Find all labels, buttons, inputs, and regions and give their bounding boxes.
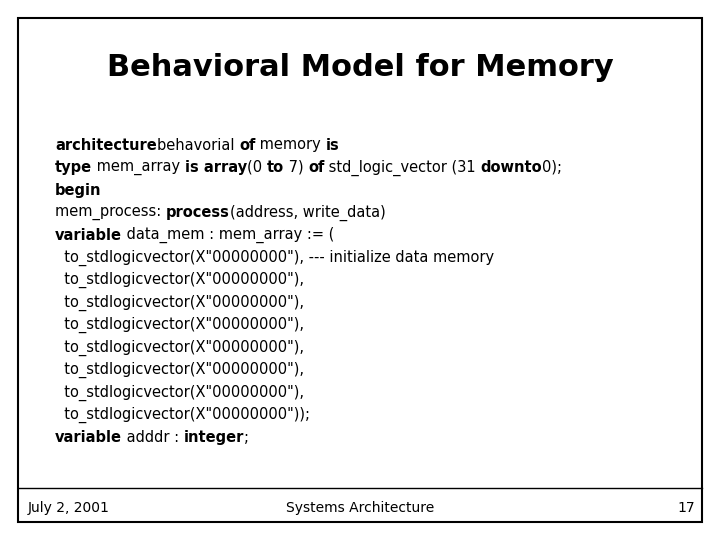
Text: Systems Architecture: Systems Architecture xyxy=(286,501,434,515)
Text: downto: downto xyxy=(481,160,542,175)
Text: to_stdlogicvector(X"00000000"),: to_stdlogicvector(X"00000000"), xyxy=(55,272,304,288)
Text: to_stdlogicvector(X"00000000"),: to_stdlogicvector(X"00000000"), xyxy=(55,362,304,378)
Text: data_mem : mem_array := (: data_mem : mem_array := ( xyxy=(122,227,334,243)
Text: 7): 7) xyxy=(284,160,308,175)
Text: 0);: 0); xyxy=(542,160,562,175)
Text: is: is xyxy=(325,138,339,152)
Text: to_stdlogicvector(X"00000000"),: to_stdlogicvector(X"00000000"), xyxy=(55,294,304,310)
Text: 17: 17 xyxy=(678,501,695,515)
Text: architecture: architecture xyxy=(55,138,157,152)
Text: (address, write_data): (address, write_data) xyxy=(230,205,385,221)
Text: to: to xyxy=(266,160,284,175)
Text: ;: ; xyxy=(244,430,249,445)
Text: to_stdlogicvector(X"00000000"),: to_stdlogicvector(X"00000000"), xyxy=(55,317,304,333)
Text: adddr :: adddr : xyxy=(122,430,184,445)
Text: variable: variable xyxy=(55,227,122,242)
Text: behavorial: behavorial xyxy=(157,138,239,152)
Text: std_logic_vector (31: std_logic_vector (31 xyxy=(325,159,481,176)
Text: mem_process:: mem_process: xyxy=(55,205,166,220)
Text: (0: (0 xyxy=(247,160,266,175)
Text: to_stdlogicvector(X"00000000"), --- initialize data memory: to_stdlogicvector(X"00000000"), --- init… xyxy=(55,249,494,266)
Text: type: type xyxy=(55,160,92,175)
Text: integer: integer xyxy=(184,430,244,445)
Text: is array: is array xyxy=(185,160,247,175)
Text: July 2, 2001: July 2, 2001 xyxy=(28,501,110,515)
Text: to_stdlogicvector(X"00000000"),: to_stdlogicvector(X"00000000"), xyxy=(55,340,304,356)
Text: memory: memory xyxy=(256,138,325,152)
Text: to_stdlogicvector(X"00000000"),: to_stdlogicvector(X"00000000"), xyxy=(55,384,304,401)
Text: to_stdlogicvector(X"00000000"));: to_stdlogicvector(X"00000000")); xyxy=(55,407,310,423)
Text: mem_array: mem_array xyxy=(92,160,185,175)
Text: variable: variable xyxy=(55,430,122,445)
Text: of: of xyxy=(239,138,256,152)
Text: of: of xyxy=(308,160,325,175)
Text: Behavioral Model for Memory: Behavioral Model for Memory xyxy=(107,53,613,83)
Text: process: process xyxy=(166,205,230,220)
Text: begin: begin xyxy=(55,183,102,198)
